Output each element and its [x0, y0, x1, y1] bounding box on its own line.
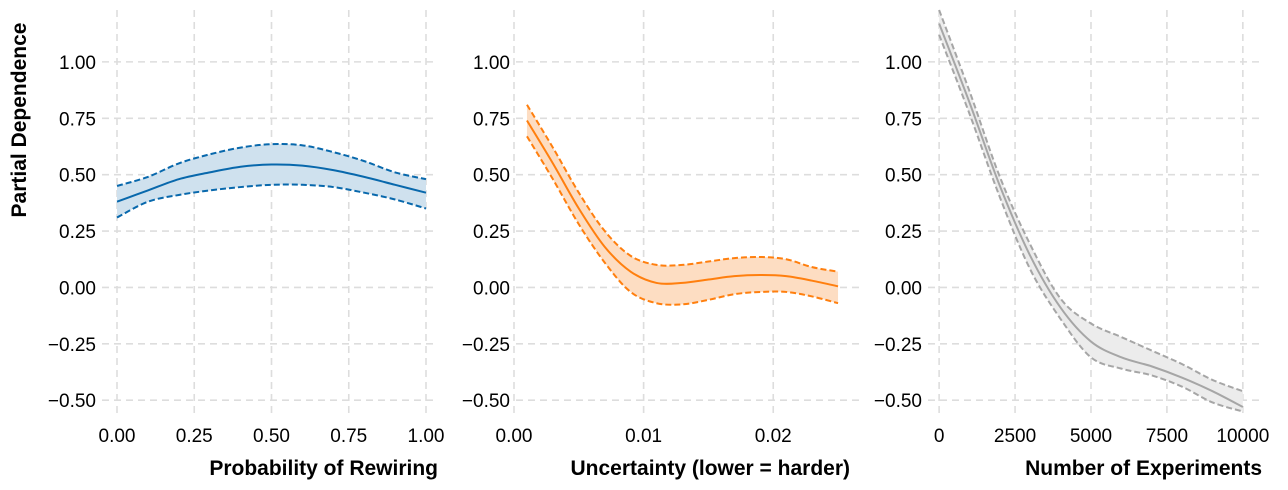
mean-line	[938, 23, 1244, 408]
x-tick-label: 5000	[1070, 426, 1112, 447]
x-tick-label: 2500	[994, 426, 1036, 447]
panel-uncertainty: −0.50 −0.25 0.00 0.25 0.50 0.75 1.00 0.00 0.01 0.…	[462, 10, 859, 480]
y-tick-label: −0.25	[462, 335, 510, 356]
panel-number-of-experiments: −0.50 −0.25 0.00 0.25 0.50 0.75 1.00 0 2500 5000 7…	[874, 9, 1269, 480]
x-tick-label: 0.00	[99, 426, 136, 447]
y-tick-label: 0.25	[473, 222, 510, 243]
y-tick-label: 0.25	[885, 222, 922, 243]
mean-line	[526, 120, 839, 288]
y-tick-label: 1.00	[473, 53, 510, 74]
y-axis-label: Partial Dependence	[8, 23, 31, 218]
y-tick-label: 0.50	[473, 166, 510, 187]
x-tick-label: 0.75	[330, 426, 367, 447]
x-tick-label: 0.50	[253, 426, 290, 447]
x-tick-label: 1.00	[408, 426, 445, 447]
lower-bound-line	[116, 183, 427, 219]
confidence-band	[526, 104, 839, 305]
x-axis-label: Uncertainty (lower = harder)	[571, 457, 851, 480]
x-axis-label: Number of Experiments	[1025, 457, 1262, 480]
x-tick-label: 0.02	[755, 426, 792, 447]
upper-bound-line	[526, 104, 839, 273]
y-tick-label: 0.00	[473, 278, 510, 299]
mean-line	[116, 163, 427, 203]
y-tick-label: 0.25	[59, 222, 96, 243]
upper-bound-line	[116, 143, 427, 187]
y-tick-label: 0.00	[885, 278, 922, 299]
y-tick-label: 0.00	[59, 278, 96, 299]
y-tick-label: −0.50	[48, 391, 96, 412]
panel-probability-of-rewiring: −0.50 −0.25 0.00 0.25 0.50 0.75 1.00 0.00 0.25 0.…	[48, 10, 445, 480]
x-tick-label: 0.00	[496, 426, 533, 447]
y-tick-label: −0.50	[462, 391, 510, 412]
x-tick-label: 0.25	[176, 426, 213, 447]
x-axis-label: Probability of Rewiring	[209, 457, 438, 480]
y-tick-label: 0.75	[59, 109, 96, 130]
y-tick-label: −0.25	[48, 335, 96, 356]
x-tick-label: 10000	[1216, 426, 1269, 447]
confidence-band	[117, 144, 426, 218]
y-tick-label: −0.50	[874, 391, 922, 412]
y-tick-label: 0.75	[885, 109, 922, 130]
y-tick-label: 1.00	[59, 53, 96, 74]
lower-bound-line	[938, 34, 1244, 413]
confidence-band	[939, 10, 1243, 412]
upper-bound-line	[938, 9, 1244, 393]
y-tick-label: −0.25	[874, 335, 922, 356]
x-tick-label: 7500	[1146, 426, 1188, 447]
x-tick-label: 0.01	[625, 426, 662, 447]
y-tick-label: 0.75	[473, 109, 510, 130]
y-tick-label: 0.50	[59, 166, 96, 187]
lower-bound-line	[526, 135, 839, 306]
y-tick-label: 0.50	[885, 166, 922, 187]
x-tick-label: 0	[934, 426, 945, 447]
y-tick-label: 1.00	[885, 53, 922, 74]
